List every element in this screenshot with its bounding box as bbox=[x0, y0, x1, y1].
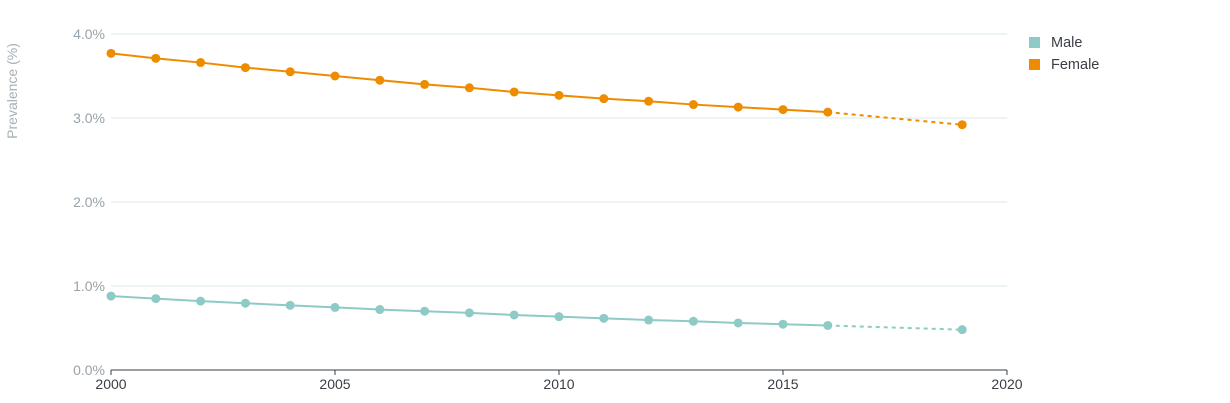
x-tick-label: 2020 bbox=[991, 376, 1022, 392]
data-point[interactable] bbox=[151, 53, 161, 63]
data-point[interactable] bbox=[733, 318, 743, 328]
data-point[interactable] bbox=[644, 96, 654, 106]
y-axis-label: Prevalence (%) bbox=[4, 43, 20, 139]
grid bbox=[111, 33, 1007, 287]
data-point[interactable] bbox=[688, 316, 698, 326]
legend[interactable]: Male Female bbox=[1029, 35, 1099, 73]
data-point[interactable] bbox=[464, 83, 474, 93]
data-point[interactable] bbox=[330, 302, 340, 312]
x-tick-label: 2000 bbox=[95, 376, 126, 392]
legend-swatch bbox=[1029, 37, 1040, 48]
data-point[interactable] bbox=[733, 102, 743, 112]
data-point[interactable] bbox=[554, 90, 564, 100]
series-male bbox=[106, 291, 967, 335]
data-point[interactable] bbox=[554, 312, 564, 322]
data-point[interactable] bbox=[375, 305, 385, 315]
y-tick-label: 2.0% bbox=[73, 194, 105, 210]
x-tick-label: 2010 bbox=[543, 376, 574, 392]
legend-item-female[interactable]: Female bbox=[1029, 57, 1099, 73]
data-point[interactable] bbox=[599, 313, 609, 323]
y-tick-label: 1.0% bbox=[73, 278, 105, 294]
data-point[interactable] bbox=[778, 105, 788, 115]
y-tick-label: 0.0% bbox=[73, 362, 105, 378]
y-tick-label: 3.0% bbox=[73, 110, 105, 126]
data-point[interactable] bbox=[240, 298, 250, 308]
legend-swatch bbox=[1029, 59, 1040, 70]
data-point[interactable] bbox=[464, 308, 474, 318]
data-point[interactable] bbox=[196, 58, 206, 68]
series-projection-line-male bbox=[827, 324, 963, 331]
data-point[interactable] bbox=[509, 310, 519, 320]
data-point[interactable] bbox=[330, 71, 340, 81]
data-point[interactable] bbox=[420, 79, 430, 89]
data-point[interactable] bbox=[106, 291, 116, 301]
data-point[interactable] bbox=[957, 120, 967, 130]
data-point[interactable] bbox=[106, 48, 116, 58]
axes: 0.0% 1.0% 2.0% 3.0% 4.0% 2000 2005 2010 2015 2020 bbox=[73, 26, 1023, 392]
data-point[interactable] bbox=[375, 75, 385, 85]
legend-label: Male bbox=[1051, 35, 1082, 51]
data-point[interactable] bbox=[823, 320, 833, 330]
data-point[interactable] bbox=[823, 107, 833, 117]
legend-label: Female bbox=[1051, 57, 1099, 73]
data-point[interactable] bbox=[196, 296, 206, 306]
data-point[interactable] bbox=[240, 63, 250, 73]
data-point[interactable] bbox=[644, 315, 654, 325]
y-tick-label: 4.0% bbox=[73, 26, 105, 42]
data-point[interactable] bbox=[285, 67, 295, 77]
data-point[interactable] bbox=[688, 100, 698, 110]
series-female bbox=[106, 48, 967, 130]
legend-item-male[interactable]: Male bbox=[1029, 35, 1082, 51]
series-line-female bbox=[110, 52, 828, 114]
data-point[interactable] bbox=[778, 319, 788, 329]
series bbox=[106, 48, 967, 335]
data-point[interactable] bbox=[420, 306, 430, 316]
data-point[interactable] bbox=[285, 300, 295, 310]
x-tick-label: 2015 bbox=[767, 376, 798, 392]
data-point[interactable] bbox=[509, 87, 519, 97]
series-projection-line-female bbox=[827, 111, 963, 126]
data-point[interactable] bbox=[151, 294, 161, 304]
data-point[interactable] bbox=[599, 94, 609, 104]
x-tick-label: 2005 bbox=[319, 376, 350, 392]
data-point[interactable] bbox=[957, 325, 967, 335]
